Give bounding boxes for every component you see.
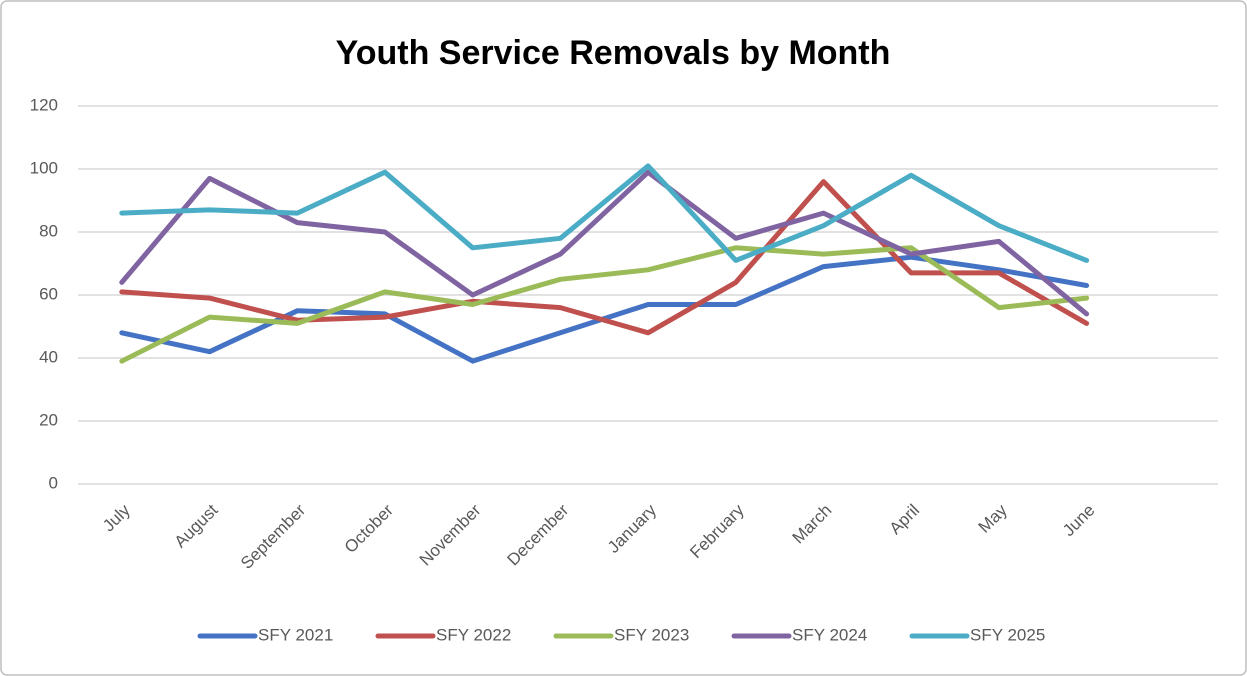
y-tick-label: 0 [49, 473, 58, 492]
y-tick-label: 100 [30, 158, 58, 177]
legend-label: SFY 2022 [436, 625, 511, 644]
y-tick-label: 60 [39, 284, 58, 303]
y-tick-label: 40 [39, 347, 58, 366]
series-line [119, 163, 1090, 263]
y-tick-label: 120 [30, 95, 58, 114]
legend-label: SFY 2025 [970, 625, 1045, 644]
legend-label: SFY 2023 [614, 625, 689, 644]
series-line [119, 169, 1090, 317]
y-tick-label: 80 [39, 221, 58, 240]
legend-label: SFY 2021 [258, 625, 333, 644]
series-line [119, 245, 1090, 364]
series-line [119, 179, 1090, 336]
y-tick-label: 20 [39, 410, 58, 429]
legend-label: SFY 2024 [792, 625, 867, 644]
chart-title: Youth Service Removals by Month [336, 34, 891, 72]
